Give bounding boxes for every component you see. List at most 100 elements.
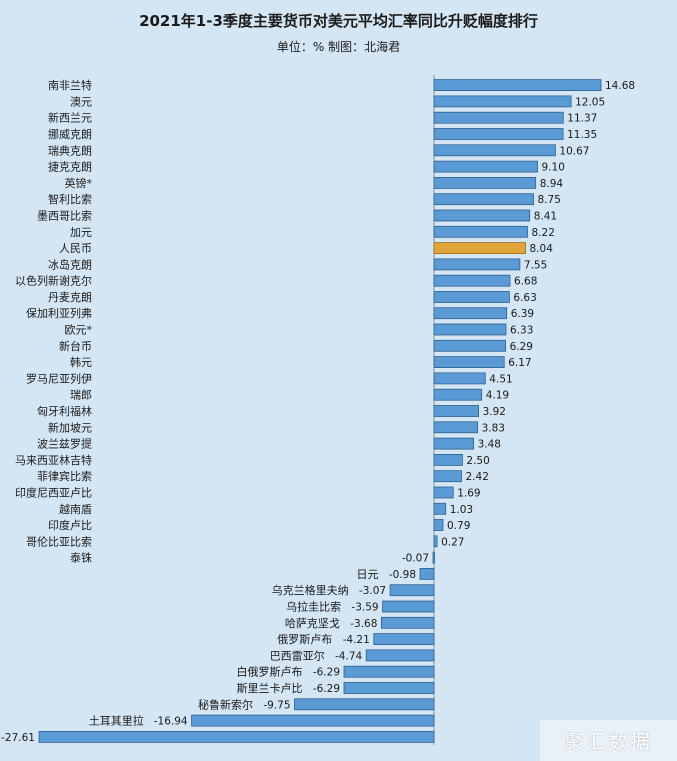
category-label-21: 新加坡元 — [48, 420, 92, 434]
value-label-37: -6.29 — [313, 683, 340, 695]
category-label-31: 乌克兰格里夫纳 — [272, 583, 349, 597]
value-label-5: 9.10 — [542, 162, 565, 174]
bar-4 — [433, 144, 556, 157]
category-label-2: 新西兰元 — [48, 111, 92, 125]
value-label-4: 10.67 — [559, 145, 589, 157]
bar-11 — [433, 258, 521, 271]
category-label-26: 越南盾 — [59, 502, 92, 516]
bar-33 — [380, 616, 435, 629]
value-label-7: 8.75 — [538, 194, 561, 206]
value-label-2: 11.37 — [567, 113, 597, 125]
chart-title: 2021年1-3季度主要货币对美元平均汇率同比升贬幅度排行 — [139, 12, 538, 30]
value-label-21: 3.83 — [482, 422, 505, 434]
bar-13 — [433, 291, 510, 303]
category-label-16: 新台币 — [59, 339, 92, 353]
value-label-39: -16.94 — [154, 716, 188, 728]
category-label-33: 哈萨克坚戈 — [285, 617, 340, 630]
bar-6 — [433, 176, 537, 189]
value-label-16: 6.29 — [510, 341, 533, 353]
bar-37 — [343, 682, 435, 694]
bar-5 — [433, 160, 538, 173]
category-label-35: 巴西雷亚尔 — [270, 649, 325, 662]
category-label-10: 人民币 — [59, 242, 92, 255]
category-label-4: 瑞典克朗 — [48, 143, 92, 157]
bar-8 — [433, 209, 531, 222]
bar-17 — [433, 356, 505, 369]
bar-10 — [433, 242, 526, 255]
category-label-8: 墨西哥比索 — [37, 209, 92, 223]
bar-39 — [191, 714, 435, 727]
bar-32 — [382, 600, 435, 613]
value-label-23: 2.50 — [466, 455, 489, 467]
bar-15 — [433, 323, 507, 336]
bar-23 — [433, 453, 463, 466]
chart-subtitle: 单位：% 制图：北海君 — [276, 40, 401, 54]
value-label-12: 6.68 — [514, 276, 537, 288]
category-label-7: 智利比索 — [48, 192, 92, 206]
category-label-5: 捷克克朗 — [48, 160, 92, 174]
value-label-18: 4.51 — [489, 373, 512, 385]
value-label-25: 1.69 — [457, 488, 480, 500]
bar-34 — [373, 633, 435, 645]
category-label-36: 白俄罗斯卢布 — [237, 665, 303, 679]
bar-38 — [294, 698, 435, 711]
category-label-25: 印度尼西亚卢比 — [15, 486, 92, 500]
category-label-14: 保加利亚列弗 — [26, 306, 92, 320]
bar-2 — [433, 111, 564, 124]
value-label-31: -3.07 — [359, 585, 386, 597]
category-label-27: 印度卢比 — [48, 518, 92, 532]
value-label-20: 3.92 — [483, 406, 506, 418]
value-label-19: 4.19 — [486, 390, 509, 402]
value-label-3: 11.35 — [567, 129, 597, 141]
bar-29 — [432, 551, 435, 564]
category-label-1: 澳元 — [70, 95, 92, 108]
value-label-27: 0.79 — [447, 520, 470, 532]
category-label-30: 日元 — [357, 568, 379, 581]
bar-31 — [389, 584, 435, 597]
value-label-24: 2.42 — [466, 471, 489, 483]
bar-25 — [433, 486, 454, 499]
category-label-34: 俄罗斯卢布 — [277, 633, 332, 646]
category-label-22: 波兰兹罗提 — [37, 438, 92, 451]
bar-18 — [433, 372, 486, 385]
value-label-9: 8.22 — [532, 227, 555, 239]
bar-28 — [433, 535, 438, 548]
category-label-32: 乌拉圭比索 — [286, 600, 341, 614]
category-label-18: 罗马尼亚列伊 — [26, 371, 92, 385]
value-label-14: 6.39 — [511, 308, 534, 320]
value-label-35: -4.74 — [335, 650, 362, 662]
category-label-0: 南非兰特 — [48, 78, 92, 92]
category-label-37: 斯里兰卡卢比 — [237, 682, 303, 695]
bar-19 — [433, 388, 483, 401]
value-label-10: 8.04 — [530, 243, 554, 255]
category-label-17: 韩元 — [70, 355, 92, 369]
value-label-32: -3.59 — [351, 602, 378, 614]
category-label-39: 土耳其里拉 — [89, 714, 144, 728]
category-label-29: 泰铢 — [70, 551, 92, 565]
value-label-34: -4.21 — [343, 634, 370, 646]
value-label-1: 12.05 — [575, 96, 605, 108]
category-label-11: 冰岛克朗 — [48, 257, 92, 271]
bar-26 — [433, 502, 447, 515]
value-label-38: -9.75 — [263, 699, 290, 711]
value-label-13: 6.63 — [513, 292, 536, 304]
category-label-20: 匈牙利福林 — [37, 404, 92, 418]
value-label-15: 6.33 — [510, 325, 533, 337]
value-label-30: -0.98 — [389, 569, 416, 581]
bar-30 — [419, 568, 435, 580]
bar-16 — [433, 339, 506, 352]
value-label-36: -6.29 — [313, 667, 340, 679]
category-label-23: 马来西亚林吉特 — [15, 453, 92, 467]
bar-3 — [433, 128, 564, 140]
bar-27 — [433, 519, 444, 531]
bar-9 — [433, 225, 528, 238]
value-label-8: 8.41 — [534, 211, 557, 223]
value-label-6: 8.94 — [540, 178, 564, 190]
category-label-13: 丹麦克朗 — [48, 291, 92, 304]
category-label-3: 挪威克朗 — [48, 127, 92, 141]
bar-22 — [433, 437, 474, 450]
value-label-28: 0.27 — [441, 536, 464, 548]
category-label-15: 欧元* — [65, 324, 93, 337]
bar-21 — [433, 421, 478, 434]
